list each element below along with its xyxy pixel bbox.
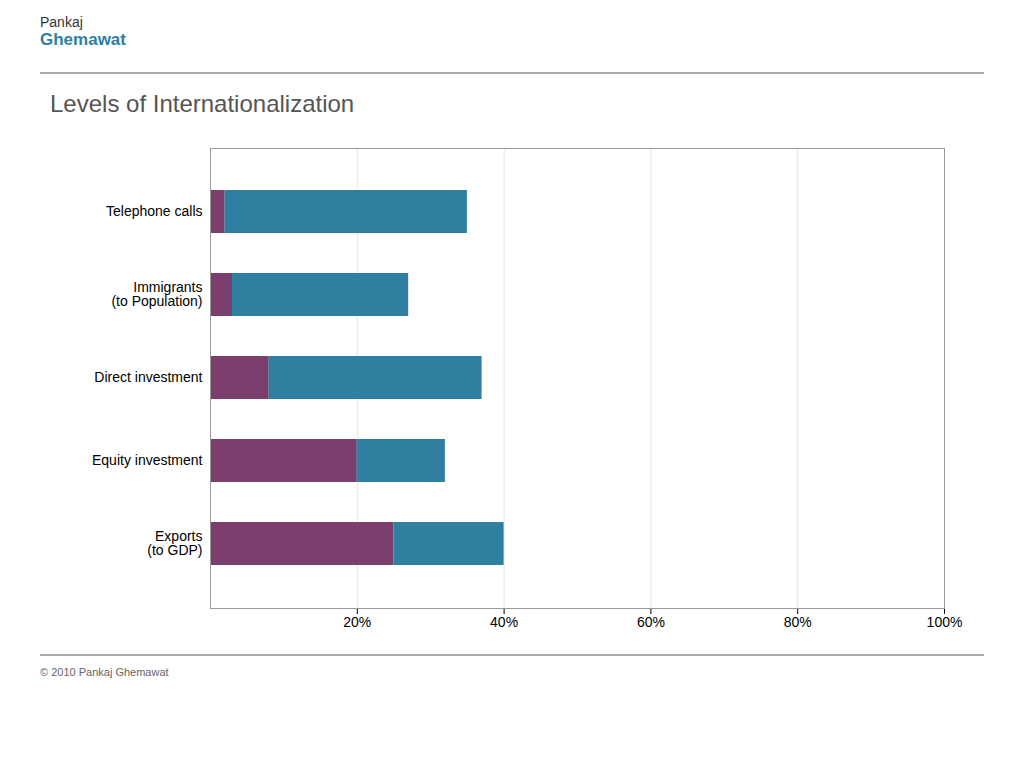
svg-text:100%: 100% [927, 614, 963, 630]
svg-text:Equity investment: Equity investment [92, 452, 203, 468]
svg-text:60%: 60% [637, 614, 665, 630]
svg-text:Telephone calls: Telephone calls [106, 203, 203, 219]
svg-text:Immigrants(to Population): Immigrants(to Population) [111, 279, 202, 309]
html-text:© 2010 Pankaj Ghemawat: © 2010 Pankaj Ghemawat [40, 666, 169, 678]
svg-text:40%: 40% [490, 614, 518, 630]
svg-text:Direct investment: Direct investment [94, 369, 202, 385]
html-text:Levels of Internationalization: Levels of Internationalization [50, 90, 355, 117]
html-text:Pankaj: Pankaj [40, 14, 83, 30]
html-text:Ghemawat: Ghemawat [40, 30, 126, 49]
svg-text:80%: 80% [784, 614, 812, 630]
svg-text:Exports(to GDP): Exports(to GDP) [147, 528, 202, 558]
svg-text:20%: 20% [343, 614, 371, 630]
